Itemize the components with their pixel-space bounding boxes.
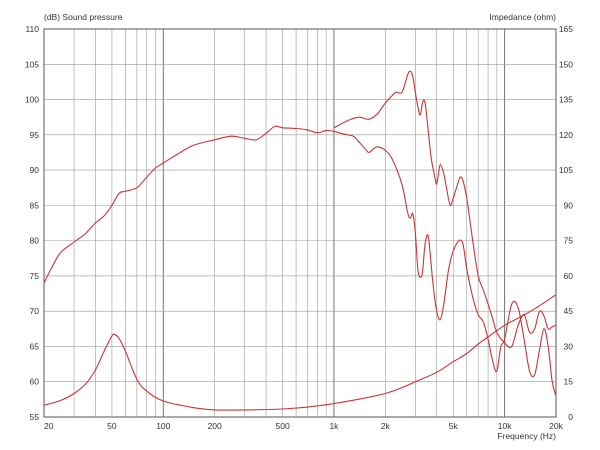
left-tick-label: 95 [30, 130, 40, 140]
x-axis-label: Frequency (Hz) [497, 431, 556, 441]
left-axis-label: (dB) Sound pressure [44, 12, 123, 22]
left-tick-label: 85 [30, 200, 40, 210]
left-axis-ticks: 55 60 65 70 75 80 85 90 95 100 105 110 [25, 24, 39, 422]
left-tick-label: 80 [30, 236, 40, 246]
right-tick-label: 60 [564, 271, 574, 281]
series-layer [43, 70, 557, 411]
left-tick-label: 110 [25, 24, 39, 34]
left-tick-label: 65 [30, 341, 40, 351]
right-tick-label: 30 [564, 341, 574, 351]
right-tick-label: 135 [559, 95, 573, 105]
x-tick-label: 100 [156, 421, 170, 431]
right-tick-label: 0 [568, 412, 573, 422]
right-tick-label: 120 [559, 130, 573, 140]
impedance-curve [43, 294, 557, 411]
x-tick-label: 200 [208, 421, 222, 431]
left-tick-label: 60 [30, 377, 40, 387]
right-tick-label: 105 [559, 165, 573, 175]
right-tick-label: 15 [564, 377, 574, 387]
left-tick-label: 90 [30, 165, 40, 175]
x-tick-label: 1k [329, 421, 339, 431]
right-axis-label: Impedance (ohm) [489, 12, 556, 22]
sound-pressure-curve-1 [43, 125, 557, 397]
right-tick-label: 150 [559, 59, 573, 69]
plot-area-frame [43, 28, 557, 418]
sound-pressure-curve-2 [333, 70, 557, 349]
right-tick-label: 165 [559, 24, 573, 34]
x-tick-label: 5k [449, 421, 459, 431]
right-axis-ticks: 0 15 30 45 60 75 90 105 120 135 150 165 [559, 24, 573, 422]
right-tick-label: 90 [564, 200, 574, 210]
x-tick-label: 500 [275, 421, 289, 431]
x-tick-label: 10k [498, 421, 512, 431]
left-tick-label: 55 [30, 412, 40, 422]
left-tick-label: 100 [25, 95, 39, 105]
x-tick-label: 2k [381, 421, 391, 431]
left-tick-label: 70 [30, 306, 40, 316]
right-tick-label: 45 [564, 306, 574, 316]
x-axis-ticks: 20 50 100 200 500 1k 2k 5k 10k 20k [44, 421, 564, 431]
x-tick-label: 20 [44, 421, 54, 431]
x-tick-label: 20k [549, 421, 563, 431]
right-tick-label: 75 [564, 236, 574, 246]
left-tick-label: 75 [30, 271, 40, 281]
left-tick-label: 105 [25, 59, 39, 69]
x-tick-label: 50 [107, 421, 117, 431]
chart-grid [43, 28, 557, 418]
